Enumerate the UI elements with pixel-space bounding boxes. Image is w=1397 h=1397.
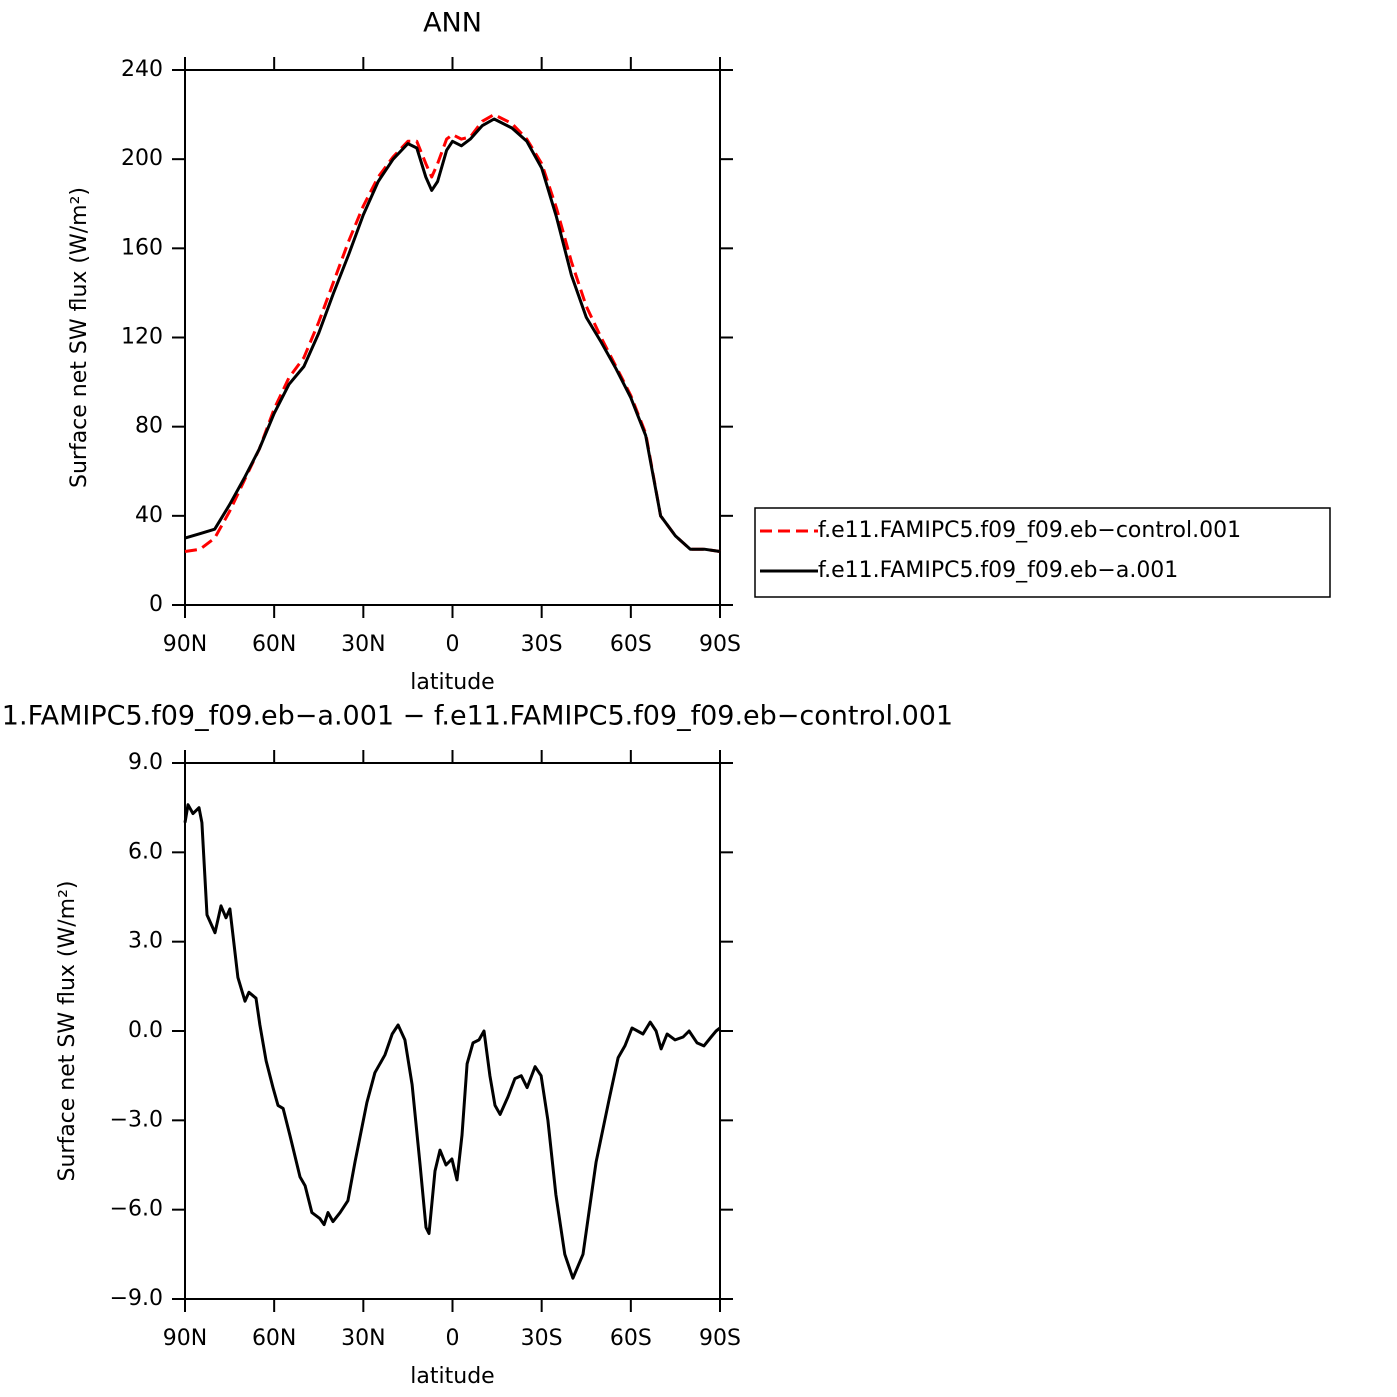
legend-label: f.e11.FAMIPC5.f09_f09.eb−control.001 (818, 518, 1241, 543)
x-tick-label: 60N (252, 1326, 296, 1351)
y-tick-label: 80 (135, 414, 163, 439)
y-tick-label: −6.0 (110, 1197, 163, 1222)
x-tick-label: 0 (446, 1326, 460, 1351)
x-tick-label: 30N (341, 632, 385, 657)
x-tick-label: 90S (699, 632, 741, 657)
x-tick-label: 60N (252, 632, 296, 657)
y-tick-label: 3.0 (128, 929, 163, 954)
x-tick-label: 0 (446, 632, 460, 657)
x-tick-label: 60S (610, 632, 652, 657)
x-axis-label: latitude (410, 670, 494, 695)
x-tick-label: 90S (699, 1326, 741, 1351)
y-tick-label: 120 (121, 325, 163, 350)
y-tick-label: 160 (121, 235, 163, 260)
y-axis-label: Surface net SW flux (W/m²) (55, 880, 80, 1181)
y-tick-label: 0.0 (128, 1018, 163, 1043)
y-tick-label: 200 (121, 146, 163, 171)
x-tick-label: 30N (341, 1326, 385, 1351)
y-axis-label: Surface net SW flux (W/m²) (67, 187, 92, 488)
y-tick-label: 40 (135, 503, 163, 528)
y-tick-label: 6.0 (128, 839, 163, 864)
y-tick-label: 240 (121, 57, 163, 82)
chart-title: f.e11.FAMIPC5.f09_f09.eb−a.001 − f.e11.F… (0, 701, 953, 732)
legend-box (754, 507, 1331, 598)
plot-frame (184, 69, 721, 606)
y-tick-label: 0 (149, 592, 163, 617)
x-tick-label: 60S (610, 1326, 652, 1351)
x-tick-label: 90N (163, 632, 207, 657)
legend-label: f.e11.FAMIPC5.f09_f09.eb−a.001 (818, 558, 1178, 583)
data-line (183, 803, 721, 1280)
y-tick-label: −3.0 (110, 1107, 163, 1132)
x-tick-label: 30S (521, 1326, 563, 1351)
y-tick-label: 9.0 (128, 750, 163, 775)
y-tick-label: −9.0 (110, 1286, 163, 1311)
x-tick-label: 90N (163, 1326, 207, 1351)
data-line (184, 113, 721, 553)
chart-title: ANN (423, 8, 482, 39)
x-tick-label: 30S (521, 632, 563, 657)
data-line (184, 117, 721, 553)
x-axis-label: latitude (410, 1364, 494, 1389)
